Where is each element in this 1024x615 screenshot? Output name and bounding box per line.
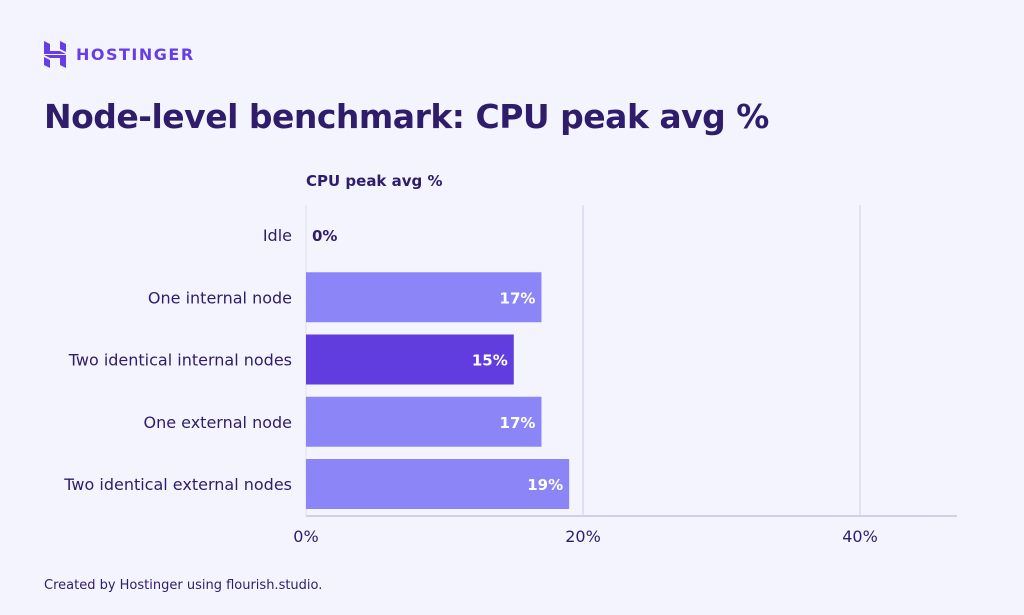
footer-credit: Created by Hostinger using flourish.stud… bbox=[44, 578, 323, 593]
data-label: 0% bbox=[312, 227, 337, 245]
page-title: Node-level benchmark: CPU peak avg % bbox=[44, 97, 769, 136]
category-label: Two identical internal nodes bbox=[68, 351, 292, 370]
category-label: One external node bbox=[143, 413, 292, 432]
hostinger-logo-icon bbox=[44, 41, 66, 68]
category-label: One internal node bbox=[148, 288, 292, 307]
brand-name: HOSTINGER bbox=[76, 45, 195, 64]
brand-logo: HOSTINGER bbox=[44, 41, 195, 68]
x-tick-label: 0% bbox=[293, 527, 318, 546]
category-label: Two identical external nodes bbox=[63, 475, 292, 494]
bar bbox=[306, 396, 542, 447]
bar bbox=[306, 272, 542, 323]
category-label: Idle bbox=[263, 226, 292, 245]
data-label: 17% bbox=[500, 414, 536, 432]
bar bbox=[306, 334, 514, 385]
data-label: 15% bbox=[472, 352, 508, 370]
x-tick-label: 20% bbox=[565, 527, 601, 546]
x-tick-label: 40% bbox=[842, 527, 878, 546]
bar bbox=[306, 459, 570, 509]
series-label: CPU peak avg % bbox=[306, 172, 443, 190]
data-label: 17% bbox=[500, 289, 536, 307]
data-label: 19% bbox=[527, 476, 563, 494]
